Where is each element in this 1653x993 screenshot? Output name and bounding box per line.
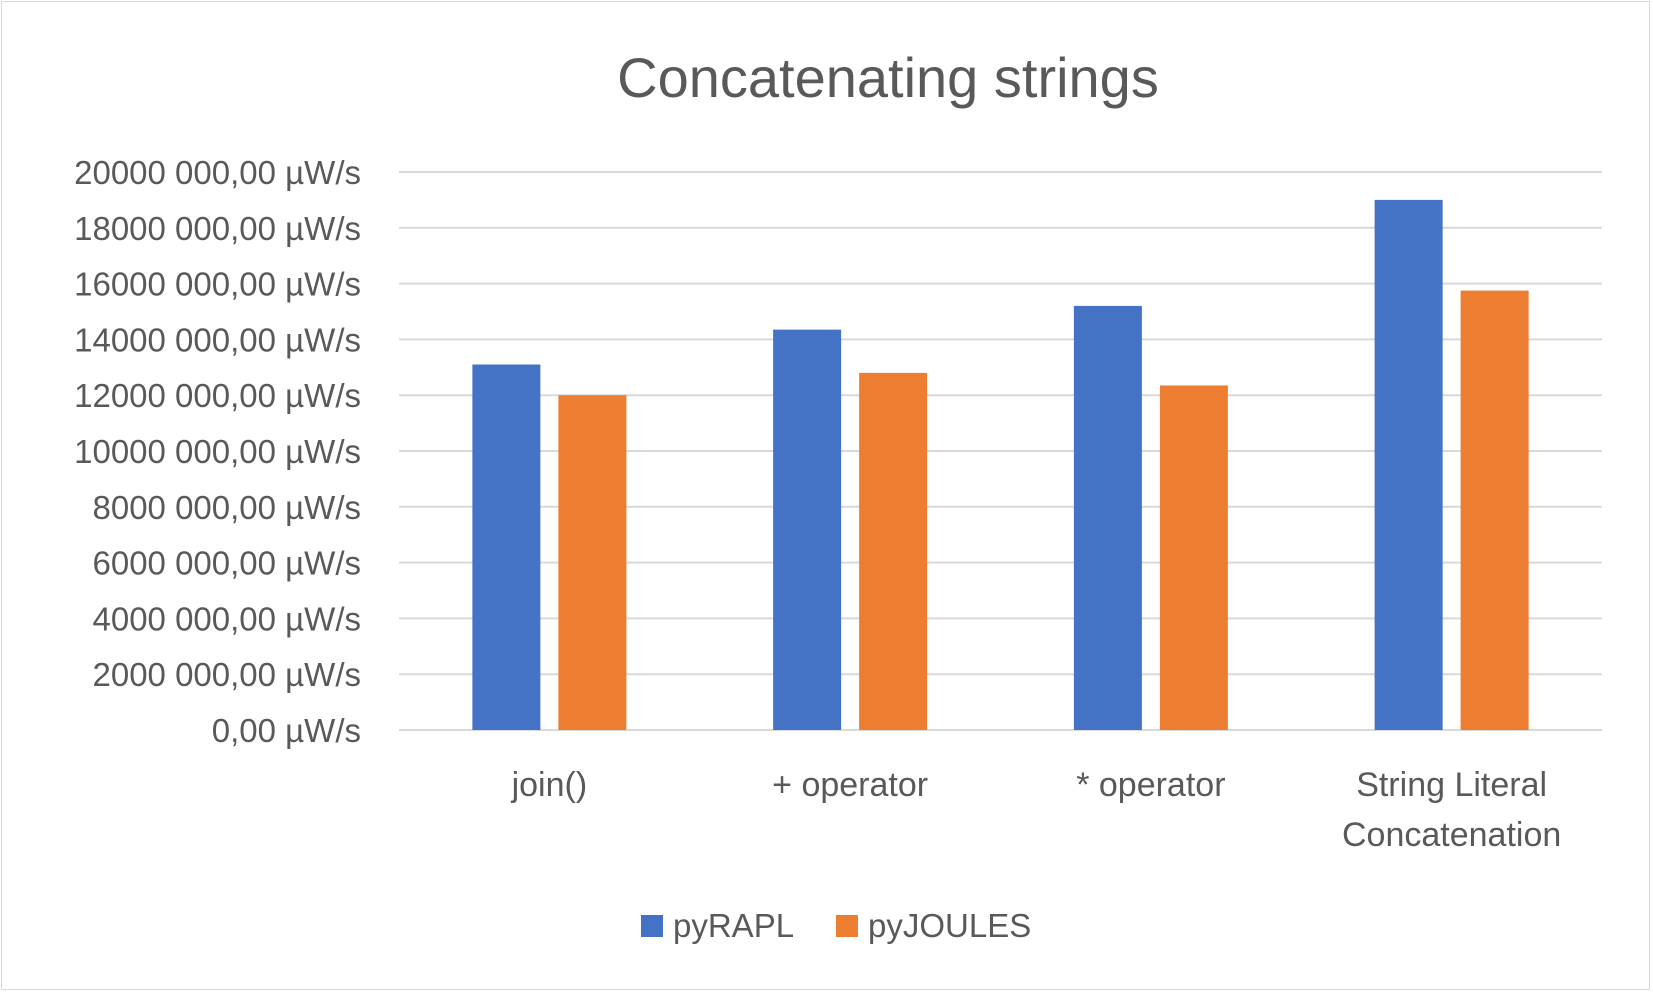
legend-label-pyrapl: pyRAPL bbox=[673, 907, 794, 944]
bar-pyjoules-2 bbox=[1159, 385, 1228, 730]
y-tick-label: 16000 000,00 µW/s bbox=[74, 266, 361, 303]
bar-pyjoules-0 bbox=[558, 395, 627, 730]
y-tick-label: 10000 000,00 µW/s bbox=[74, 433, 361, 470]
bar-pyjoules-1 bbox=[859, 372, 928, 730]
legend-swatch-pyrapl bbox=[641, 915, 663, 937]
bar-pyrapl-0 bbox=[472, 364, 541, 730]
bar-pyrapl-1 bbox=[773, 329, 842, 730]
x-tick-label: Concatenation bbox=[1342, 816, 1561, 854]
chart-title: Concatenating strings bbox=[617, 46, 1159, 109]
x-tick-label: String Literal bbox=[1356, 766, 1547, 804]
y-axis-tick-labels: 20000 000,00 µW/s 18000 000,00 µW/s 16000 … bbox=[74, 154, 361, 749]
y-tick-label: 14000 000,00 µW/s bbox=[74, 321, 361, 358]
bar-pyjoules-3 bbox=[1460, 290, 1529, 730]
legend-swatch-pyjoules bbox=[836, 915, 858, 937]
bars bbox=[472, 199, 1529, 730]
y-tick-label: 20000 000,00 µW/s bbox=[74, 154, 361, 191]
y-tick-label: 12000 000,00 µW/s bbox=[74, 377, 361, 414]
y-tick-label: 18000 000,00 µW/s bbox=[74, 210, 361, 247]
bar-pyrapl-3 bbox=[1374, 199, 1443, 730]
x-tick-label: + operator bbox=[772, 766, 928, 804]
legend: pyRAPL pyJOULES bbox=[641, 907, 1031, 944]
y-tick-label: 0,00 µW/s bbox=[212, 712, 361, 749]
y-tick-label: 4000 000,00 µW/s bbox=[92, 600, 361, 637]
x-axis-tick-labels: join() + operator * operator String Literal… bbox=[511, 766, 1562, 854]
x-tick-label: join() bbox=[511, 766, 588, 804]
x-tick-label: * operator bbox=[1076, 766, 1225, 804]
legend-label-pyjoules: pyJOULES bbox=[868, 907, 1031, 944]
y-tick-label: 6000 000,00 µW/s bbox=[92, 545, 361, 582]
y-tick-label: 2000 000,00 µW/s bbox=[92, 656, 361, 693]
bar-pyrapl-2 bbox=[1073, 305, 1142, 730]
y-tick-label: 8000 000,00 µW/s bbox=[92, 489, 361, 526]
